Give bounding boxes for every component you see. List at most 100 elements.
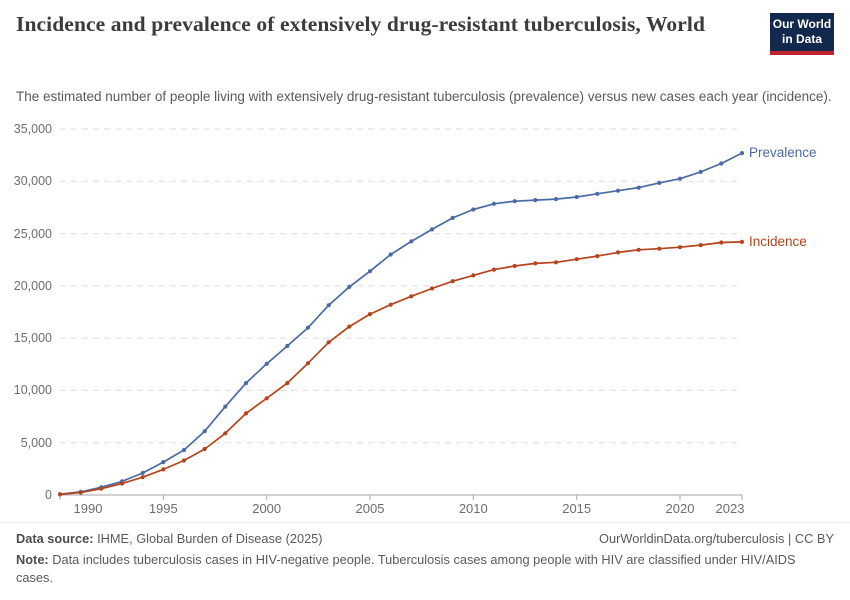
data-point[interactable] (491, 201, 497, 206)
series-label-prevalence[interactable]: Prevalence (749, 145, 817, 161)
series-line-incidence[interactable] (59, 241, 743, 496)
data-point[interactable] (471, 273, 476, 278)
data-point[interactable] (99, 486, 104, 491)
data-point[interactable] (636, 247, 641, 252)
data-point[interactable] (181, 458, 187, 463)
data-point[interactable] (305, 361, 311, 366)
x-tick-label: 2005 (355, 501, 385, 516)
data-point[interactable] (719, 240, 724, 245)
data-point[interactable] (285, 381, 290, 386)
x-tick-label: 1990 (73, 501, 103, 516)
x-tick-label: 2010 (458, 501, 488, 516)
data-point[interactable] (595, 191, 600, 196)
data-point[interactable] (719, 161, 724, 166)
data-point[interactable] (553, 197, 559, 202)
owid-link[interactable]: OurWorldinData.org/tuberculosis | CC BY (599, 531, 834, 546)
x-tick-label: 2020 (665, 501, 695, 516)
data-point[interactable] (57, 492, 63, 497)
data-point[interactable] (574, 194, 579, 200)
series-line-prevalence[interactable] (59, 152, 743, 496)
data-point[interactable] (512, 263, 517, 269)
data-point[interactable] (491, 267, 497, 272)
data-point[interactable] (409, 294, 414, 299)
data-point[interactable] (367, 269, 373, 274)
data-point[interactable] (698, 243, 703, 248)
data-point[interactable] (161, 467, 166, 472)
data-point[interactable] (285, 343, 290, 349)
data-point[interactable] (450, 279, 455, 284)
footer-divider (0, 522, 850, 523)
y-tick-label: 0 (45, 488, 52, 502)
data-point[interactable] (305, 325, 311, 330)
page-title: Incidence and prevalence of extensively … (16, 12, 706, 36)
data-point[interactable] (739, 151, 745, 156)
y-tick-label: 15,000 (13, 331, 52, 346)
chart-subtitle: The estimated number of people living wi… (16, 89, 832, 104)
data-point[interactable] (243, 411, 249, 416)
data-point[interactable] (347, 284, 352, 289)
x-tick-label: 2015 (562, 501, 592, 516)
y-tick-label: 10,000 (13, 383, 52, 398)
x-tick-label: 2023 (715, 501, 745, 516)
data-point[interactable] (677, 245, 683, 250)
data-point[interactable] (367, 312, 373, 317)
data-point[interactable] (140, 475, 145, 480)
data-point[interactable] (698, 169, 703, 174)
data-point[interactable] (326, 303, 331, 308)
data-point[interactable] (429, 286, 435, 291)
owid-logo-line1: Our World (772, 17, 832, 31)
data-point[interactable] (347, 324, 352, 329)
x-tick-label: 2000 (252, 501, 282, 516)
data-point[interactable] (553, 260, 559, 265)
x-tick-label: 1995 (148, 501, 178, 516)
y-tick-label: 20,000 (13, 278, 52, 293)
data-point[interactable] (409, 239, 414, 244)
owid-logo[interactable]: Our World in Data (770, 13, 834, 55)
y-tick-label: 35,000 (13, 122, 52, 136)
data-point[interactable] (739, 239, 745, 244)
y-tick-label: 30,000 (13, 174, 52, 189)
data-point[interactable] (243, 381, 249, 386)
data-point[interactable] (181, 447, 187, 453)
note-label: Note: (16, 552, 49, 567)
data-point[interactable] (161, 460, 166, 465)
y-tick-label: 5,000 (20, 435, 52, 450)
data-point[interactable] (677, 176, 683, 181)
data-point[interactable] (388, 252, 393, 257)
data-point[interactable] (615, 188, 621, 193)
data-source-label: Data source: (16, 531, 94, 546)
data-point[interactable] (264, 361, 269, 366)
data-point[interactable] (636, 185, 641, 190)
data-point[interactable] (450, 215, 455, 220)
data-point[interactable] (595, 254, 600, 259)
data-point[interactable] (657, 246, 662, 251)
data-point[interactable] (202, 429, 207, 434)
data-point[interactable] (119, 481, 125, 486)
data-point[interactable] (264, 396, 269, 401)
data-point[interactable] (388, 302, 393, 307)
series-label-incidence[interactable]: Incidence (749, 233, 807, 249)
data-point[interactable] (223, 404, 228, 409)
data-source-value: IHME, Global Burden of Disease (2025) (93, 531, 323, 546)
data-point[interactable] (615, 250, 621, 255)
data-source-line: Data source: IHME, Global Burden of Dise… (16, 531, 834, 546)
data-point[interactable] (326, 340, 331, 345)
data-point[interactable] (512, 199, 517, 204)
owid-logo-line2: in Data (781, 32, 822, 46)
data-point[interactable] (657, 180, 662, 185)
data-point[interactable] (223, 431, 228, 436)
data-point[interactable] (471, 207, 476, 212)
y-tick-label: 25,000 (13, 226, 52, 241)
data-point[interactable] (429, 227, 435, 232)
note-line: Note: Data includes tuberculosis cases i… (16, 551, 834, 587)
note-value: Data includes tuberculosis cases in HIV-… (16, 552, 796, 585)
data-point[interactable] (533, 261, 538, 266)
data-point[interactable] (574, 257, 579, 262)
data-point[interactable] (202, 446, 207, 452)
data-point[interactable] (533, 198, 538, 203)
data-point[interactable] (78, 490, 83, 495)
data-point[interactable] (140, 470, 145, 476)
